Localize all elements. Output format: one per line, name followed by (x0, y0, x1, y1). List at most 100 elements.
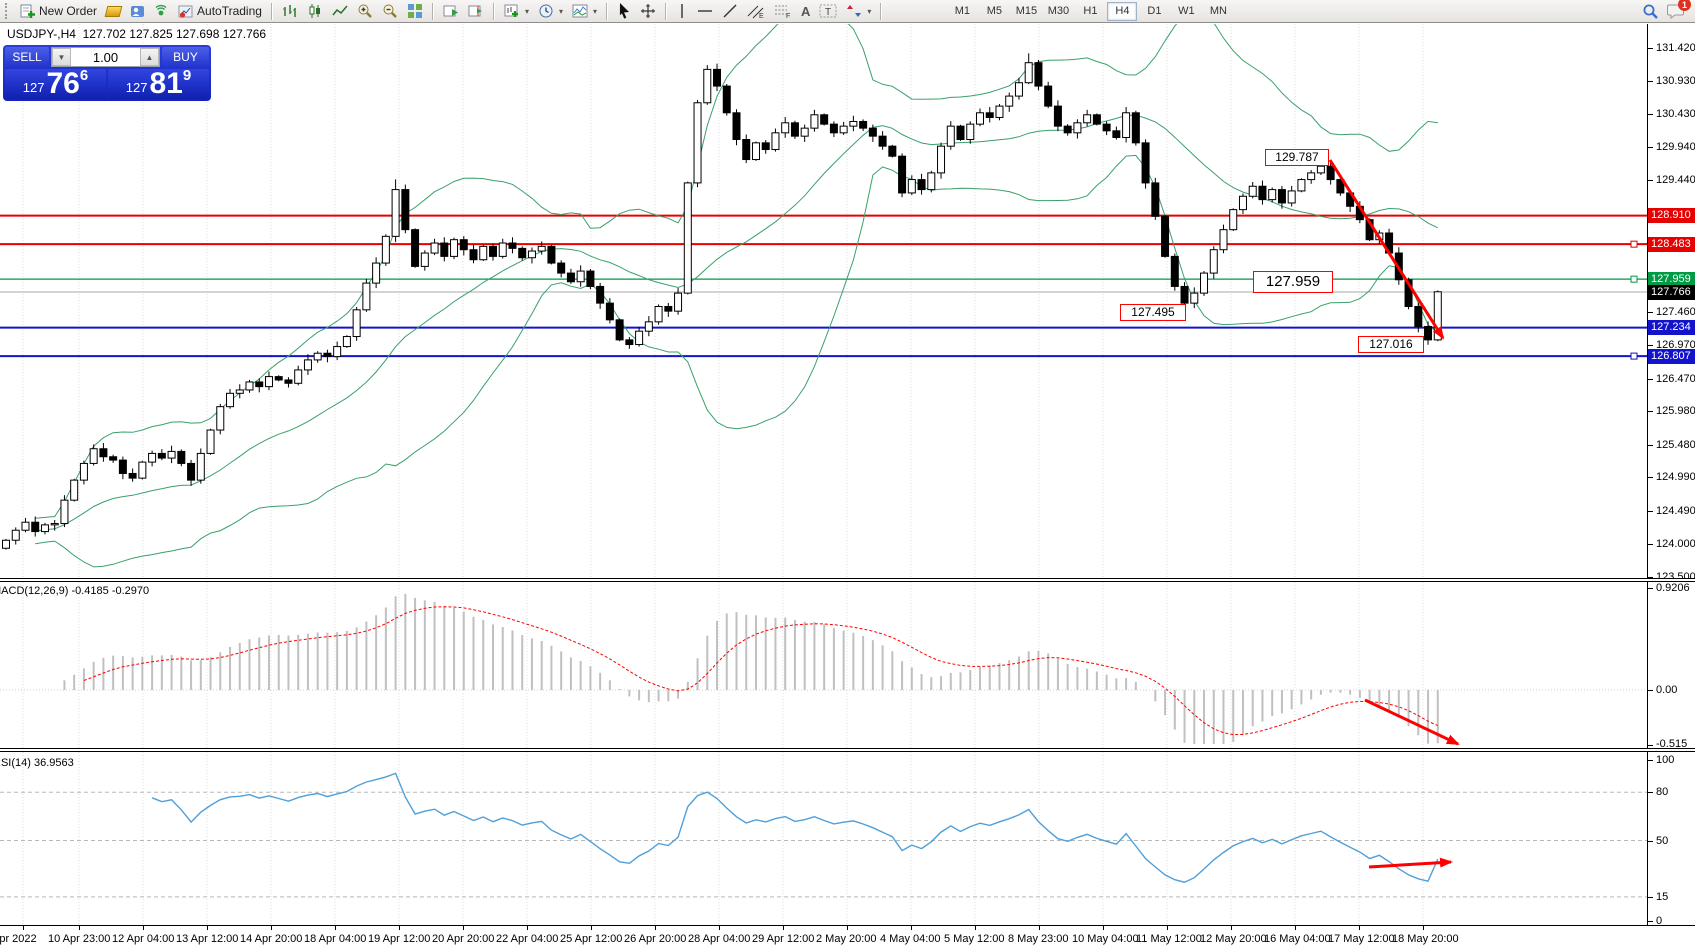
time-tick (527, 926, 528, 930)
price-annotation-label[interactable]: 127.016 (1358, 336, 1424, 353)
vline-tool-button[interactable] (672, 2, 692, 21)
search-icon[interactable] (1642, 3, 1659, 20)
channel-tool-button[interactable]: E (743, 2, 769, 21)
volume-increase-button[interactable]: ▲ (140, 48, 159, 66)
candle-body (635, 330, 644, 346)
line-chart-button[interactable] (328, 2, 352, 21)
candle-body (1219, 229, 1228, 251)
autotrading-button[interactable]: AutoTrading (174, 2, 266, 21)
price-annotation-label[interactable]: 127.495 (1120, 304, 1186, 321)
zoom-in-button[interactable] (353, 2, 377, 21)
price-axis-dash (1648, 510, 1653, 512)
candle-body (946, 125, 955, 147)
price-annotation-label[interactable]: 129.787 (1265, 149, 1329, 166)
timeframe-button-m15[interactable]: M15 (1015, 5, 1038, 17)
candle-body (313, 352, 322, 361)
shapes-tool-button[interactable]: ▾ (842, 2, 875, 21)
hline-tool-button[interactable] (693, 2, 717, 21)
time-label: 16 May 04:00 (1264, 933, 1331, 945)
rsi-axis-dash (1648, 896, 1653, 898)
time-label: 4 May 04:00 (880, 933, 941, 945)
notifications-button[interactable]: 1 (1667, 0, 1691, 19)
candle-body (1258, 185, 1267, 201)
sell-price-prefix: 127 (22, 80, 45, 95)
toolbar-grip[interactable] (5, 3, 12, 19)
timeframe-button-m30[interactable]: M30 (1047, 5, 1070, 17)
timeframe-button-h4[interactable]: H4 (1107, 1, 1138, 21)
candle-body (245, 381, 254, 391)
candle-body (859, 120, 868, 129)
candle-chart-button[interactable] (303, 2, 327, 21)
tile-windows-button[interactable] (403, 2, 427, 21)
hline-handle[interactable] (1630, 240, 1638, 248)
bollinger-band (35, 24, 1438, 519)
timeframe-button-m5[interactable]: M5 (986, 5, 1003, 17)
text-tool-button[interactable]: A (801, 3, 811, 19)
volume-decrease-button[interactable]: ▼ (52, 48, 71, 66)
candle-body (566, 272, 575, 283)
candle-body (138, 461, 147, 479)
price-annotation-label[interactable]: 127.959 (1253, 271, 1333, 293)
crosshair-tool-button[interactable] (636, 2, 660, 21)
macd-axis-label: 0.00 (1656, 684, 1678, 696)
price-axis-tick-label: 130.430 (1656, 108, 1695, 121)
signals-button[interactable] (150, 2, 173, 21)
cursor-tool-button[interactable] (613, 2, 635, 21)
candle-body (79, 462, 88, 481)
hline-handle[interactable] (1630, 275, 1638, 283)
volume-value[interactable]: 1.00 (92, 49, 119, 65)
candle-body (576, 270, 585, 283)
template-button[interactable]: ▾ (568, 2, 601, 21)
candle-body (1287, 190, 1296, 204)
zoom-out-button[interactable] (378, 2, 402, 21)
chart-window: USDJPY-,H4 127.702 127.825 127.698 127.7… (0, 24, 1695, 948)
label-tool-button[interactable]: T (815, 2, 841, 21)
dropdown-arrow-icon: ▾ (867, 6, 872, 16)
timeframe-button-d1[interactable]: D1 (1147, 5, 1162, 17)
timeframe-button-mn[interactable]: MN (1209, 5, 1227, 17)
trend-arrow[interactable] (1328, 159, 1445, 340)
candle-body (1424, 326, 1433, 341)
time-tick (1359, 926, 1360, 930)
publish-button[interactable] (102, 2, 125, 21)
candle-body (1073, 122, 1082, 134)
main-toolbar: New Order AutoTrading ▾ ▾ ▾ E F A T ▾ (0, 0, 1695, 23)
timeframe-button-w1[interactable]: W1 (1178, 5, 1195, 17)
candle-body (187, 462, 196, 481)
trendline-tool-button[interactable] (718, 2, 742, 21)
chart-shift-button[interactable] (464, 2, 488, 21)
new-order-button[interactable]: New Order (16, 2, 101, 21)
candle-body (907, 179, 916, 194)
fibonacci-tool-button[interactable]: F (770, 2, 796, 21)
new-chart-button[interactable]: ▾ (500, 2, 533, 21)
rsi-axis-label: 100 (1656, 754, 1675, 766)
trend-arrow[interactable] (1364, 698, 1460, 746)
timeframe-button-m1[interactable]: M1 (954, 5, 971, 17)
panel-separator[interactable] (0, 748, 1695, 752)
candle-body (294, 369, 303, 384)
price-axis-dash (1648, 146, 1653, 148)
time-tick (143, 926, 144, 930)
rsi-label: RSI(14) 36.9563 (0, 757, 74, 769)
time-label: 8 May 23:00 (1008, 933, 1069, 945)
panel-separator[interactable] (0, 578, 1695, 582)
period-clock-button[interactable]: ▾ (534, 2, 567, 21)
hline-handle[interactable] (1630, 352, 1638, 360)
bar-chart-button[interactable] (278, 2, 302, 21)
community-button[interactable] (126, 2, 149, 21)
buy-price[interactable]: 127 81 9 (108, 68, 209, 99)
sell-button[interactable]: SELL (5, 47, 49, 67)
candle-body (547, 245, 556, 264)
timeframe-button-h1[interactable]: H1 (1083, 5, 1098, 17)
candle-body (1229, 209, 1238, 231)
candle-body (40, 524, 49, 533)
candle-body (216, 406, 225, 431)
buy-button[interactable]: BUY (162, 47, 209, 67)
bollinger-band (35, 114, 1439, 532)
price-axis-tick-label: 126.970 (1656, 339, 1695, 352)
trend-arrow[interactable] (1368, 857, 1453, 869)
sell-price[interactable]: 127 76 6 (5, 68, 106, 99)
auto-scroll-button[interactable] (439, 2, 463, 21)
macd-axis-dash (1648, 745, 1653, 746)
